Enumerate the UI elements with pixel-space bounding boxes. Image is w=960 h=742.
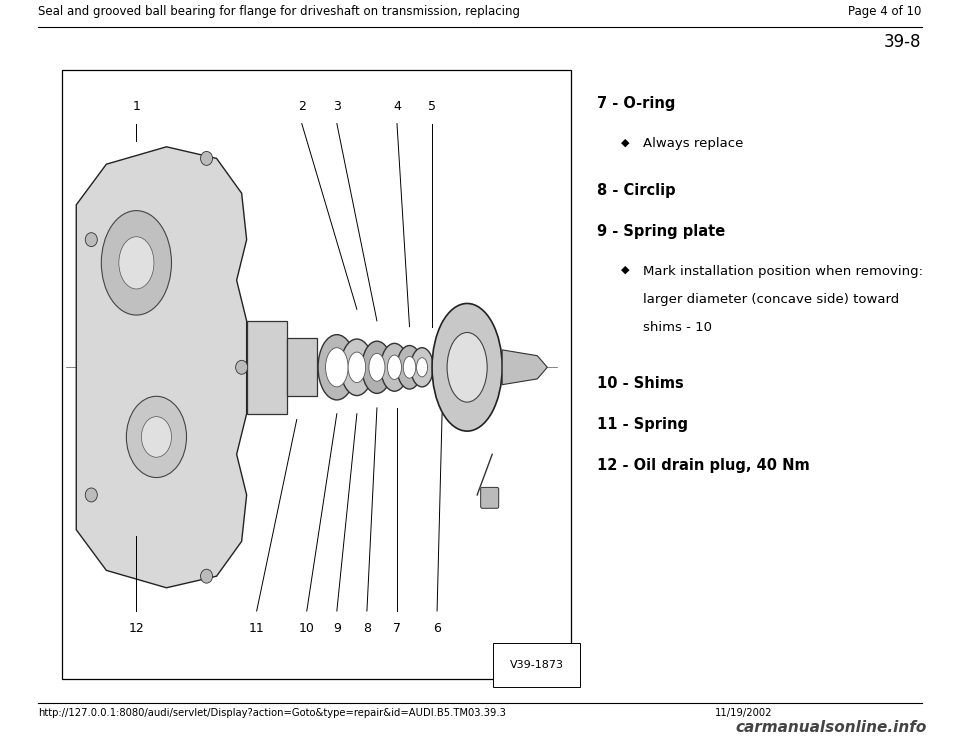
Circle shape — [235, 361, 248, 374]
Ellipse shape — [411, 348, 433, 387]
Text: Seal and grooved ball bearing for flange for driveshaft on transmission, replaci: Seal and grooved ball bearing for flange… — [38, 5, 520, 18]
Ellipse shape — [341, 339, 373, 395]
Text: ◆: ◆ — [621, 137, 630, 147]
Ellipse shape — [102, 211, 172, 315]
Text: shims - 10: shims - 10 — [643, 321, 712, 335]
Text: 9 - Spring plate: 9 - Spring plate — [597, 224, 726, 239]
Text: 9: 9 — [333, 622, 341, 635]
Text: 12 - Oil drain plug, 40 Nm: 12 - Oil drain plug, 40 Nm — [597, 458, 810, 473]
Ellipse shape — [403, 356, 416, 378]
Ellipse shape — [388, 355, 401, 379]
Polygon shape — [502, 350, 547, 384]
Text: 11/19/2002: 11/19/2002 — [715, 708, 773, 718]
Ellipse shape — [447, 332, 487, 402]
Text: 4: 4 — [393, 99, 401, 113]
Ellipse shape — [141, 416, 172, 457]
Text: 10: 10 — [299, 622, 315, 635]
Text: 39-8: 39-8 — [884, 33, 922, 51]
FancyBboxPatch shape — [287, 338, 317, 396]
Text: V39-1873: V39-1873 — [510, 660, 564, 670]
Text: 1: 1 — [132, 99, 140, 113]
Circle shape — [85, 233, 97, 246]
Text: ◆: ◆ — [621, 265, 630, 275]
Text: 3: 3 — [333, 99, 341, 113]
Ellipse shape — [397, 346, 422, 389]
Ellipse shape — [432, 303, 502, 431]
Text: Page 4 of 10: Page 4 of 10 — [849, 5, 922, 18]
Text: carmanualsonline.info: carmanualsonline.info — [735, 720, 926, 735]
Circle shape — [201, 569, 212, 583]
Ellipse shape — [325, 348, 348, 387]
Text: http://127.0.0.1:8080/audi/servlet/Display?action=Goto&type=repair&id=AUDI.B5.TM: http://127.0.0.1:8080/audi/servlet/Displ… — [38, 708, 506, 718]
Text: 7 - O-ring: 7 - O-ring — [597, 96, 676, 111]
Polygon shape — [76, 147, 247, 588]
Text: 11: 11 — [249, 622, 265, 635]
Text: 6: 6 — [433, 622, 441, 635]
Text: 10 - Shims: 10 - Shims — [597, 376, 684, 391]
Text: 5: 5 — [428, 99, 436, 113]
Ellipse shape — [348, 352, 366, 383]
Text: Mark installation position when removing:: Mark installation position when removing… — [643, 265, 924, 278]
Ellipse shape — [119, 237, 154, 289]
Ellipse shape — [381, 344, 408, 391]
Text: 11 - Spring: 11 - Spring — [597, 417, 688, 432]
Ellipse shape — [362, 341, 392, 393]
Circle shape — [201, 151, 212, 165]
Text: 2: 2 — [298, 99, 305, 113]
FancyBboxPatch shape — [481, 487, 498, 508]
Text: 12: 12 — [129, 622, 144, 635]
Text: 8: 8 — [363, 622, 371, 635]
Ellipse shape — [369, 353, 385, 381]
Text: Always replace: Always replace — [643, 137, 744, 151]
Bar — [62, 70, 571, 679]
Ellipse shape — [417, 358, 427, 377]
Text: 8 - Circlip: 8 - Circlip — [597, 183, 676, 198]
Ellipse shape — [127, 396, 186, 478]
FancyBboxPatch shape — [247, 321, 287, 414]
Circle shape — [85, 488, 97, 502]
Ellipse shape — [318, 335, 355, 400]
Text: 7: 7 — [393, 622, 401, 635]
Text: larger diameter (concave side) toward: larger diameter (concave side) toward — [643, 293, 900, 306]
